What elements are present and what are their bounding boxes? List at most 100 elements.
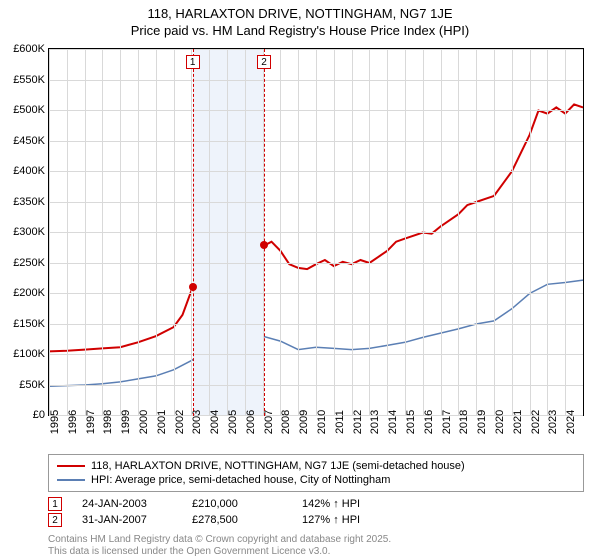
gridline-v xyxy=(102,49,103,416)
gridline-v xyxy=(174,49,175,416)
ytick-label: £250K xyxy=(13,257,45,269)
gridline-v xyxy=(512,49,513,416)
gridline-v xyxy=(334,49,335,416)
chart-area: £0£50K£100K£150K£200K£250K£300K£350K£400… xyxy=(48,48,584,416)
ytick-label: £100K xyxy=(13,348,45,360)
sale-dot-2 xyxy=(260,241,268,249)
sale-row-1: 1 24-JAN-2003 £210,000 142% ↑ HPI xyxy=(48,496,360,512)
gridline-v xyxy=(387,49,388,416)
ytick-label: £150K xyxy=(13,318,45,330)
gridline-v xyxy=(67,49,68,416)
event-marker-1: 1 xyxy=(186,55,200,69)
gridline-v xyxy=(547,49,548,416)
legend-swatch-hpi xyxy=(57,479,85,481)
xtick-label: 2011 xyxy=(334,410,346,434)
ytick-label: £400K xyxy=(13,165,45,177)
sale-date-2: 31-JAN-2007 xyxy=(82,514,172,526)
gridline-v xyxy=(476,49,477,416)
sale-delta-1: 142% ↑ HPI xyxy=(302,498,360,510)
gridline-v xyxy=(120,49,121,416)
gridline-v xyxy=(209,49,210,416)
xtick-label: 2004 xyxy=(209,410,221,434)
ytick-label: £450K xyxy=(13,135,45,147)
xtick-label: 1998 xyxy=(102,410,114,434)
gridline-v xyxy=(565,49,566,416)
xtick-label: 1997 xyxy=(85,410,97,434)
sale-row-2: 2 31-JAN-2007 £278,500 127% ↑ HPI xyxy=(48,512,360,528)
legend: 118, HARLAXTON DRIVE, NOTTINGHAM, NG7 1J… xyxy=(48,454,584,492)
sale-price-1: £210,000 xyxy=(192,498,282,510)
xtick-label: 1996 xyxy=(67,410,79,434)
ytick-label: £50K xyxy=(19,379,45,391)
chart-title: 118, HARLAXTON DRIVE, NOTTINGHAM, NG7 1J… xyxy=(0,0,600,40)
xtick-label: 2005 xyxy=(227,410,239,434)
legend-label-price: 118, HARLAXTON DRIVE, NOTTINGHAM, NG7 1J… xyxy=(91,460,465,472)
xtick-label: 2006 xyxy=(245,410,257,434)
sale-price-2: £278,500 xyxy=(192,514,282,526)
event-line xyxy=(193,49,194,416)
ytick-label: £550K xyxy=(13,74,45,86)
legend-item-hpi: HPI: Average price, semi-detached house,… xyxy=(57,473,575,487)
sale-date-1: 24-JAN-2003 xyxy=(82,498,172,510)
gridline-v xyxy=(138,49,139,416)
ytick-label: £600K xyxy=(13,43,45,55)
title-line-2: Price paid vs. HM Land Registry's House … xyxy=(0,23,600,40)
ytick-label: £350K xyxy=(13,196,45,208)
xtick-label: 2001 xyxy=(156,410,168,434)
xtick-label: 2002 xyxy=(174,410,186,434)
gridline-v xyxy=(441,49,442,416)
gridline-v xyxy=(156,49,157,416)
sale-delta-2: 127% ↑ HPI xyxy=(302,514,360,526)
xtick-label: 2023 xyxy=(547,410,559,434)
gridline-v xyxy=(405,49,406,416)
gridline-v xyxy=(280,49,281,416)
gridline-v xyxy=(227,49,228,416)
gridline-v xyxy=(369,49,370,416)
ytick-label: £0 xyxy=(33,409,45,421)
sale-marker-2: 2 xyxy=(48,513,62,527)
legend-label-hpi: HPI: Average price, semi-detached house,… xyxy=(91,474,390,486)
xtick-label: 2014 xyxy=(387,410,399,434)
xtick-label: 2000 xyxy=(138,410,150,434)
xtick-label: 2019 xyxy=(476,410,488,434)
xtick-label: 2016 xyxy=(423,410,435,434)
xtick-label: 2024 xyxy=(565,410,577,434)
gridline-v xyxy=(423,49,424,416)
gridline-v xyxy=(494,49,495,416)
xtick-label: 2017 xyxy=(441,410,453,434)
footer-line-1: Contains HM Land Registry data © Crown c… xyxy=(48,534,391,546)
gridline-v xyxy=(352,49,353,416)
gridline-v xyxy=(530,49,531,416)
xtick-label: 2013 xyxy=(369,410,381,434)
sales-table: 1 24-JAN-2003 £210,000 142% ↑ HPI 2 31-J… xyxy=(48,496,360,528)
xtick-label: 2021 xyxy=(512,410,524,434)
xtick-label: 2012 xyxy=(352,410,364,434)
title-line-1: 118, HARLAXTON DRIVE, NOTTINGHAM, NG7 1J… xyxy=(0,6,600,23)
footer-line-2: This data is licensed under the Open Gov… xyxy=(48,546,391,558)
gridline-v xyxy=(298,49,299,416)
xtick-label: 2015 xyxy=(405,410,417,434)
xtick-label: 2020 xyxy=(494,410,506,434)
footer: Contains HM Land Registry data © Crown c… xyxy=(48,534,391,558)
ytick-label: £500K xyxy=(13,104,45,116)
event-line xyxy=(264,49,265,416)
xtick-label: 2010 xyxy=(316,410,328,434)
gridline-v xyxy=(458,49,459,416)
sale-dot-1 xyxy=(189,283,197,291)
ytick-label: £300K xyxy=(13,226,45,238)
gridline-v xyxy=(316,49,317,416)
sale-marker-1: 1 xyxy=(48,497,62,511)
xtick-label: 2009 xyxy=(298,410,310,434)
gridline-v xyxy=(49,49,50,416)
legend-item-price: 118, HARLAXTON DRIVE, NOTTINGHAM, NG7 1J… xyxy=(57,459,575,473)
gridline-v xyxy=(85,49,86,416)
event-marker-2: 2 xyxy=(257,55,271,69)
gridline-v xyxy=(245,49,246,416)
legend-swatch-price xyxy=(57,465,85,467)
ytick-label: £200K xyxy=(13,287,45,299)
xtick-label: 2022 xyxy=(530,410,542,434)
xtick-label: 2018 xyxy=(458,410,470,434)
xtick-label: 1999 xyxy=(120,410,132,434)
xtick-label: 2008 xyxy=(280,410,292,434)
xtick-label: 1995 xyxy=(49,410,61,434)
